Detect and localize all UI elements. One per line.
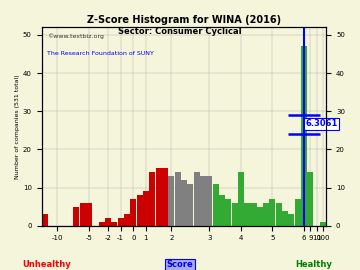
Bar bbox=[80, 203, 86, 226]
Bar bbox=[73, 207, 79, 226]
Bar bbox=[86, 203, 92, 226]
Bar bbox=[257, 207, 263, 226]
Text: 6.3061: 6.3061 bbox=[305, 119, 338, 129]
Text: The Research Foundation of SUNY: The Research Foundation of SUNY bbox=[47, 51, 154, 56]
Text: Unhealthy: Unhealthy bbox=[22, 260, 71, 269]
Bar bbox=[231, 203, 238, 226]
Bar bbox=[276, 203, 282, 226]
Bar bbox=[162, 168, 168, 226]
Bar bbox=[288, 214, 294, 226]
Bar bbox=[270, 199, 275, 226]
Bar bbox=[307, 172, 314, 226]
Bar bbox=[187, 184, 193, 226]
Bar bbox=[175, 172, 181, 226]
Bar bbox=[118, 218, 123, 226]
Text: Sector: Consumer Cyclical: Sector: Consumer Cyclical bbox=[118, 27, 242, 36]
Bar bbox=[194, 172, 199, 226]
Bar bbox=[124, 214, 130, 226]
Bar bbox=[212, 184, 219, 226]
Bar bbox=[251, 203, 257, 226]
Text: ©www.textbiz.org: ©www.textbiz.org bbox=[47, 33, 104, 39]
Bar bbox=[181, 180, 187, 226]
Text: Score: Score bbox=[167, 260, 193, 269]
Bar bbox=[238, 172, 244, 226]
Bar bbox=[143, 191, 149, 226]
Bar bbox=[225, 199, 231, 226]
Title: Z-Score Histogram for WINA (2016): Z-Score Histogram for WINA (2016) bbox=[87, 15, 281, 25]
Bar bbox=[105, 218, 111, 226]
Bar bbox=[295, 199, 301, 226]
Bar bbox=[219, 195, 225, 226]
Bar bbox=[263, 203, 269, 226]
Bar bbox=[200, 176, 206, 226]
Y-axis label: Number of companies (531 total): Number of companies (531 total) bbox=[15, 74, 20, 179]
Bar bbox=[156, 168, 162, 226]
Bar bbox=[168, 176, 174, 226]
Bar bbox=[206, 176, 212, 226]
Bar bbox=[282, 211, 288, 226]
Bar bbox=[301, 46, 307, 226]
Bar bbox=[136, 195, 143, 226]
Bar bbox=[111, 222, 117, 226]
Bar bbox=[130, 199, 136, 226]
Bar bbox=[42, 214, 48, 226]
Bar bbox=[320, 222, 326, 226]
Text: Healthy: Healthy bbox=[295, 260, 332, 269]
Bar bbox=[149, 172, 155, 226]
Bar bbox=[99, 222, 105, 226]
Bar bbox=[244, 203, 250, 226]
